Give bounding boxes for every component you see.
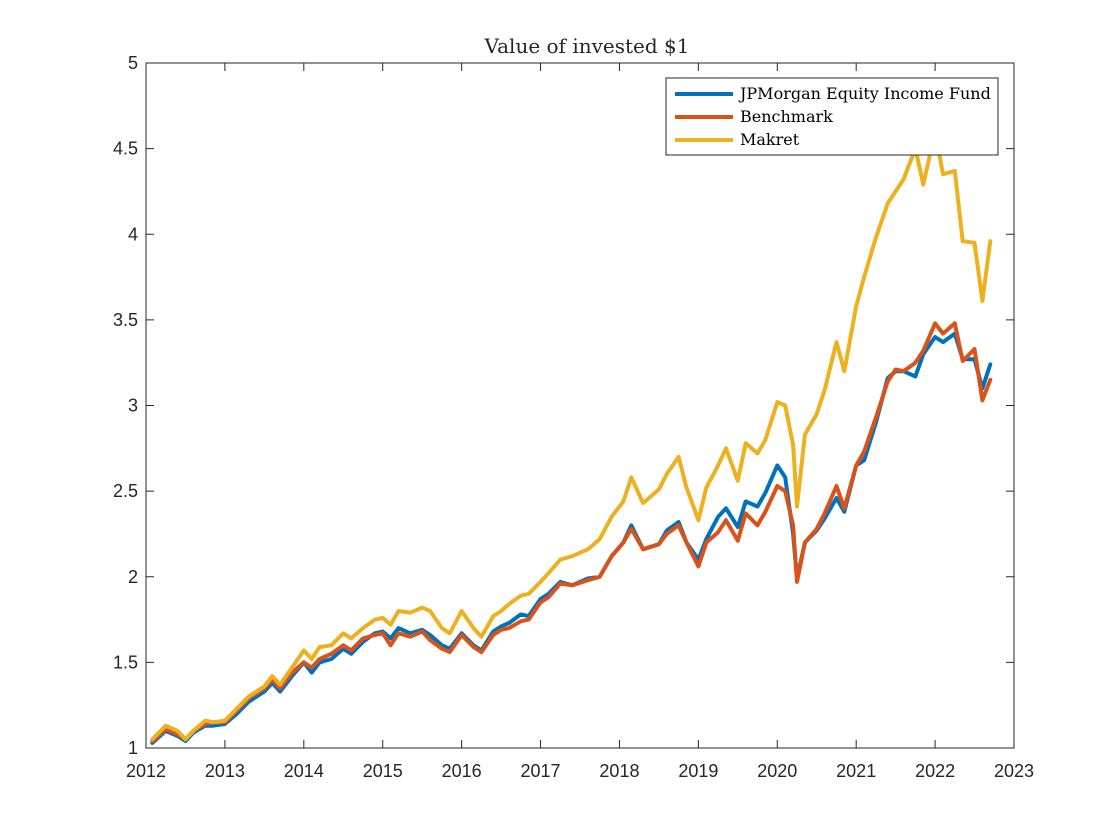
x-tick-label: 2019 [678, 761, 718, 781]
legend-label-3: Makret [740, 130, 800, 149]
legend-label-1: JPMorgan Equity Income Fund [738, 84, 991, 103]
y-tick-label: 1 [128, 738, 138, 758]
legend: JPMorgan Equity Income Fund Benchmark Makr… [665, 77, 999, 156]
y-tick-label: 2.5 [113, 481, 138, 501]
y-tick-label: 4.5 [113, 139, 138, 159]
series-layer [150, 129, 993, 745]
series-line-2 [150, 321, 993, 744]
plot-area-frame [145, 62, 1015, 749]
series-line-3 [150, 129, 993, 742]
chart-title: Value of invested $1 [484, 34, 690, 58]
x-tick-label: 2020 [757, 761, 797, 781]
y-tick-label: 1.5 [113, 652, 138, 672]
x-tick-label: 2015 [363, 761, 403, 781]
x-tick-label: 2013 [205, 761, 245, 781]
x-tick-label: 2022 [915, 761, 955, 781]
y-tick-label: 3.5 [113, 310, 138, 330]
x-tick-label: 2017 [521, 761, 561, 781]
x-tick-label: 2023 [994, 761, 1034, 781]
x-tick-label: 2018 [599, 761, 639, 781]
y-tick-label: 2 [128, 567, 138, 587]
legend-label-2: Benchmark [740, 107, 833, 126]
x-tick-label: 2021 [836, 761, 876, 781]
y-axis: 1 1.5 2 2.5 3 3.5 4 4.5 5 [113, 53, 1014, 758]
x-tick-label: 2012 [126, 761, 166, 781]
y-tick-label: 4 [128, 224, 138, 244]
x-axis: 2012 2013 2014 2015 2016 2017 2018 2019 2020 2021… [126, 63, 1034, 781]
y-tick-label: 3 [128, 396, 138, 416]
y-tick-label: 5 [128, 53, 138, 73]
x-tick-label: 2016 [442, 761, 482, 781]
x-tick-label: 2014 [284, 761, 324, 781]
